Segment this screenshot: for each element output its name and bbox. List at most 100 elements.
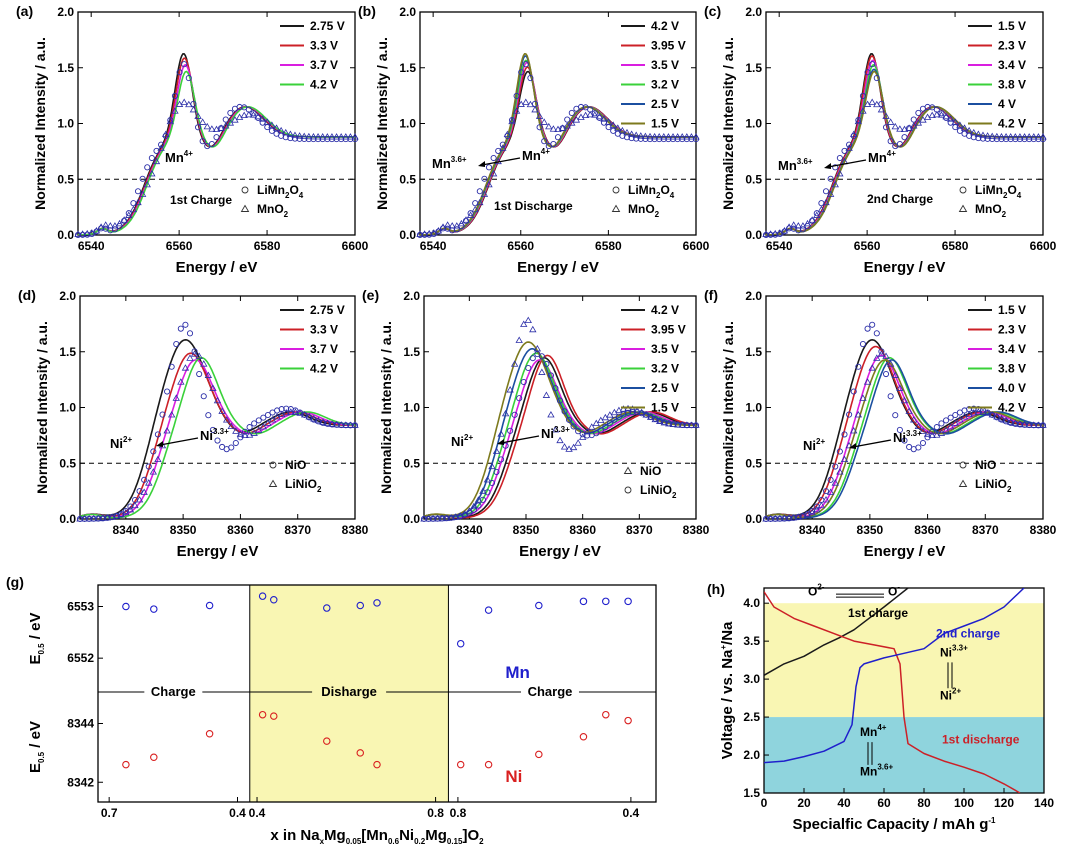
reference-marker: [236, 430, 245, 437]
reference-marker: [540, 118, 548, 125]
reference-marker: [566, 416, 573, 423]
reference-marker: [416, 230, 424, 237]
y-axis-title: Normalized Intensity / a.u.: [374, 37, 390, 210]
reference-marker: [536, 124, 543, 131]
reference-marker: [287, 408, 295, 415]
reference-marker: [420, 230, 429, 237]
yellow-band: [764, 603, 1044, 718]
reference-marker: [896, 125, 904, 132]
reference-marker: [606, 420, 613, 427]
reference-legend-marker: [268, 479, 278, 487]
reference-marker: [222, 416, 231, 423]
mn-upper-label: Mn4+: [860, 723, 887, 739]
reference-marker: [108, 513, 116, 520]
reference-marker: [914, 422, 923, 430]
series-label-2nd-charge: 2nd charge: [936, 626, 1000, 640]
reference-marker: [115, 219, 124, 227]
reference-marker: [181, 364, 190, 371]
reference-marker: [983, 409, 992, 416]
x-tick-label: 8350: [857, 523, 884, 537]
reference-legend-marker: [240, 204, 250, 212]
spectrum-line: [766, 359, 1043, 519]
reference-marker: [629, 409, 636, 416]
x-tick-label: 0: [761, 796, 768, 810]
reference-marker: [470, 502, 478, 510]
reference-marker: [595, 112, 604, 120]
x-tick-label: 6600: [683, 239, 710, 253]
reference-marker: [255, 417, 262, 424]
reference-marker: [891, 371, 899, 378]
reference-marker: [542, 391, 551, 398]
reference-marker: [665, 420, 672, 427]
reference-marker: [94, 514, 103, 522]
reference-legend-marker: [612, 186, 620, 194]
reference-marker: [508, 117, 516, 124]
x-axis-title: Energy / eV: [517, 259, 599, 276]
y-tick-label: 0.5: [57, 172, 74, 186]
ni-point: [373, 760, 381, 769]
y-tick-label: 1.5: [403, 345, 420, 359]
segment-label: Disharge: [321, 684, 377, 699]
reference-marker: [272, 124, 281, 131]
reference-marker: [581, 111, 590, 119]
reference-marker: [886, 360, 895, 367]
reference-marker: [145, 479, 153, 486]
x-tick-label: 8380: [342, 523, 369, 537]
reference-marker: [342, 421, 350, 428]
reference-marker: [489, 169, 498, 177]
reference-marker: [152, 157, 161, 165]
reference-marker: [282, 409, 290, 416]
reference-legend-label: NiO: [285, 458, 306, 472]
spectrum-line: [78, 70, 355, 235]
x-tick-label: 6540: [766, 239, 793, 253]
reference-marker: [933, 424, 940, 431]
reference-marker: [785, 514, 793, 521]
panel-g: Charge Disharge Charge 6552 6553 8342 8344 0.7 0…: [6, 574, 657, 846]
reference-marker: [1034, 421, 1043, 428]
reference-marker: [154, 455, 162, 463]
reference-marker: [891, 122, 899, 130]
reference-marker: [200, 393, 207, 400]
reference-marker: [125, 210, 132, 217]
reference-marker: [817, 205, 826, 213]
reference-marker: [975, 135, 982, 142]
legend-label: 4.2 V: [998, 117, 1026, 131]
reference-marker: [264, 411, 271, 419]
reference-marker: [624, 409, 632, 416]
reference-marker: [683, 422, 690, 429]
reference-marker: [947, 414, 954, 421]
reference-marker: [836, 154, 843, 162]
reference-marker: [577, 113, 585, 120]
ni-point: [456, 760, 465, 769]
reference-marker: [106, 222, 115, 229]
reference-marker: [979, 131, 987, 138]
capacity-curve: [764, 588, 909, 676]
reference-marker: [177, 378, 185, 385]
reference-marker: [538, 353, 545, 360]
mn-point: [624, 597, 632, 606]
reference-marker: [522, 98, 530, 105]
reference-marker: [448, 222, 456, 229]
reference-marker: [826, 488, 835, 495]
reference-marker: [905, 407, 913, 414]
reference-marker: [771, 229, 779, 237]
reference-marker: [200, 360, 208, 367]
panel-label: (a): [16, 3, 33, 19]
reference-marker: [163, 426, 171, 434]
reference-marker: [135, 495, 144, 503]
reference-marker: [235, 113, 244, 120]
reference-marker: [556, 397, 564, 404]
reference-marker: [586, 110, 594, 118]
reference-marker: [854, 411, 863, 418]
reference-marker: [300, 132, 308, 139]
reference-marker: [933, 431, 941, 438]
segment-label-bg: [520, 684, 579, 699]
reference-marker: [845, 441, 853, 449]
y-tick-label: 2.0: [59, 289, 76, 303]
x-tick-label: 8370: [626, 523, 653, 537]
reference-marker: [148, 154, 155, 162]
x-tick-label: 140: [1034, 796, 1054, 810]
reference-marker: [604, 118, 613, 125]
ni-point: [205, 730, 214, 738]
reference-marker: [263, 118, 271, 125]
